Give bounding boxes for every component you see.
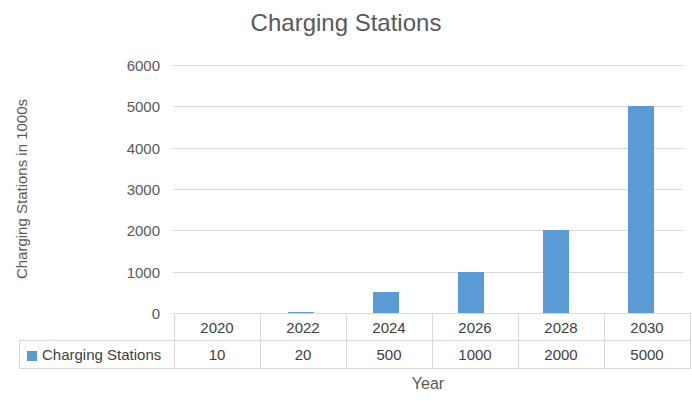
bar-2024 [373, 292, 399, 313]
table-corner-cell [20, 314, 175, 341]
data-table: 202020222024202620282030 Charging Statio… [19, 313, 691, 369]
y-tick-label: 5000 [127, 98, 160, 115]
gridline [173, 106, 683, 107]
table-year-cell: 2020 [174, 314, 260, 341]
chart-canvas: Charging Stations Charging Stations in 1… [0, 0, 692, 401]
legend-swatch-icon [27, 351, 37, 361]
table-value-cell: 5000 [604, 341, 690, 369]
table-value-row: Charging Stations 1020500100020005000 [20, 341, 691, 369]
bar-2026 [458, 272, 484, 313]
y-tick-label: 4000 [127, 139, 160, 156]
table-year-cell: 2022 [260, 314, 346, 341]
bar-2030 [628, 106, 654, 313]
table-value-cell: 500 [346, 341, 432, 369]
y-tick-label: 1000 [127, 263, 160, 280]
gridline [173, 230, 683, 231]
gridline [173, 272, 683, 273]
y-tick-label: 2000 [127, 222, 160, 239]
plot-area [173, 65, 683, 313]
table-value-cell: 10 [174, 341, 260, 369]
y-tick-label: 3000 [127, 181, 160, 198]
table-year-cell: 2026 [432, 314, 518, 341]
legend-item: Charging Stations [20, 341, 175, 369]
x-axis-title: Year [173, 375, 683, 393]
table-value-cell: 2000 [518, 341, 604, 369]
y-tick-label: 6000 [127, 57, 160, 74]
table-year-row: 202020222024202620282030 [20, 314, 691, 341]
gridline [173, 189, 683, 190]
table-value-cell: 1000 [432, 341, 518, 369]
legend-label: Charging Stations [42, 346, 161, 363]
table-value-cell: 20 [260, 341, 346, 369]
table-year-cell: 2028 [518, 314, 604, 341]
gridline [173, 148, 683, 149]
gridline [173, 65, 683, 66]
bar-2028 [543, 230, 569, 313]
table-year-cell: 2024 [346, 314, 432, 341]
table-year-cell: 2030 [604, 314, 690, 341]
